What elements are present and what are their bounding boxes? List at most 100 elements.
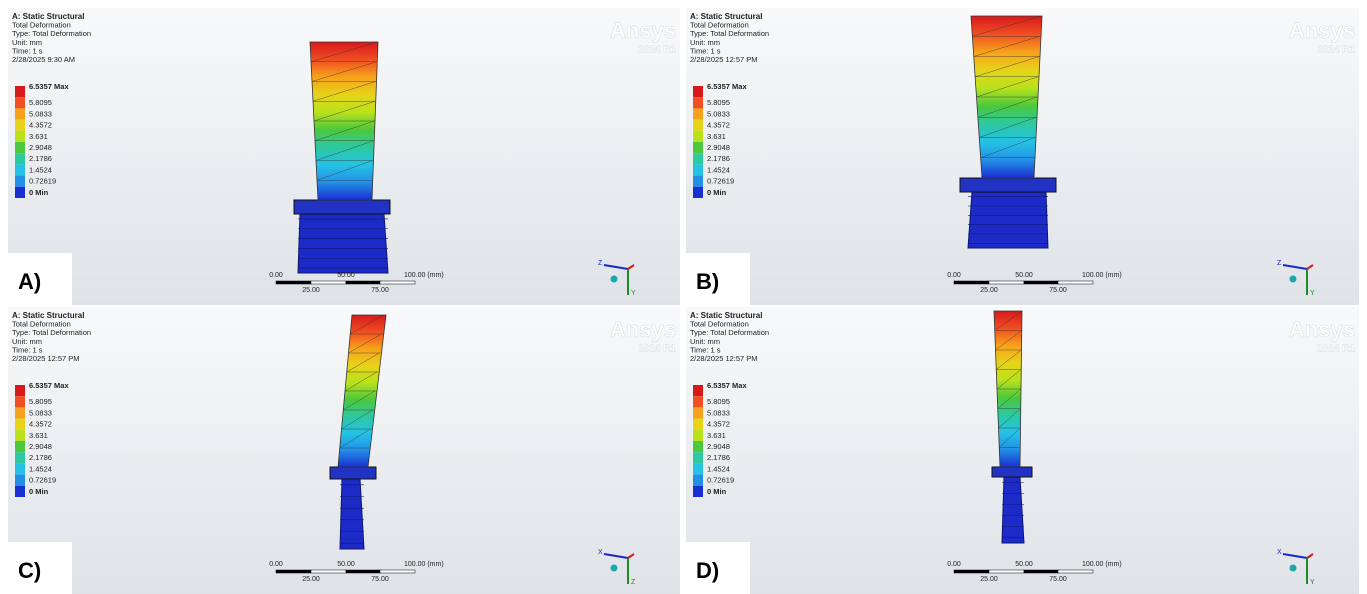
- legend-swatch: [15, 452, 25, 463]
- scale-segment: [346, 570, 381, 573]
- header-line: 2/28/2025 9:30 AM: [12, 55, 75, 64]
- header-line: 2/28/2025 12:57 PM: [12, 354, 80, 363]
- legend-label: 5.8095: [707, 397, 730, 406]
- triad-axis: [1307, 265, 1313, 269]
- scale-label: 0.00: [947, 561, 961, 568]
- legend-label: 6.5357 Max: [707, 82, 747, 91]
- triad-axis: [1307, 554, 1313, 558]
- triad-ball: [1290, 276, 1297, 283]
- legend-swatch: [15, 120, 25, 131]
- legend-label: 5.0833: [707, 408, 730, 417]
- scale-segment: [311, 570, 346, 573]
- triad-label: Z: [1277, 260, 1282, 267]
- legend-swatch: [15, 108, 25, 119]
- triad-label: Z: [631, 579, 636, 586]
- legend-label: 0.72619: [707, 476, 734, 485]
- legend-label: 0 Min: [707, 188, 727, 197]
- legend-swatch: [693, 396, 703, 407]
- logo-version: 2024 R1: [638, 344, 676, 355]
- scale-label: 75.00: [371, 287, 389, 294]
- scale-segment: [1024, 281, 1059, 284]
- triad-label: Y: [631, 290, 636, 297]
- legend-label: 6.5357 Max: [29, 82, 69, 91]
- scale-label: 100.00 (mm): [1082, 561, 1122, 568]
- legend-swatch: [693, 164, 703, 175]
- legend-label: 1.4524: [29, 165, 52, 174]
- legend-label: 2.1786: [29, 154, 52, 163]
- legend-swatch: [15, 441, 25, 452]
- panel-label: A): [18, 269, 41, 294]
- header-line: 2/28/2025 12:57 PM: [690, 55, 758, 64]
- legend-swatch: [15, 86, 25, 97]
- scale-label: 50.00: [337, 272, 355, 279]
- scale-label: 25.00: [302, 287, 320, 294]
- legend-label: 6.5357 Max: [707, 381, 747, 390]
- legend-label: 4.3572: [707, 121, 730, 130]
- legend-swatch: [15, 407, 25, 418]
- scale-label: 25.00: [980, 576, 998, 583]
- legend-swatch: [15, 153, 25, 164]
- legend-swatch: [693, 108, 703, 119]
- panel-label: C): [18, 558, 41, 583]
- legend-label: 0 Min: [707, 487, 727, 496]
- scale-segment: [1058, 281, 1093, 284]
- logo-version: 2024 R1: [1317, 344, 1355, 355]
- panel-label: D): [696, 558, 719, 583]
- scale-label: 100.00 (mm): [404, 561, 444, 568]
- triad-label: X: [598, 549, 603, 556]
- triad-label: Z: [598, 260, 603, 267]
- legend-swatch: [15, 164, 25, 175]
- scale-segment: [380, 570, 415, 573]
- legend-swatch: [693, 441, 703, 452]
- scale-segment: [311, 281, 346, 284]
- legend-label: 2.9048: [29, 442, 52, 451]
- scale-label: 50.00: [1015, 272, 1033, 279]
- triad-label: X: [1277, 549, 1282, 556]
- scale-label: 75.00: [1049, 576, 1067, 583]
- legend-label: 5.0833: [29, 408, 52, 417]
- blade-root: [340, 479, 364, 549]
- triad-axis: [628, 265, 634, 269]
- scale-segment: [1058, 570, 1093, 573]
- triad-ball: [611, 276, 618, 283]
- legend-swatch: [693, 131, 703, 142]
- legend-swatch: [693, 407, 703, 418]
- legend-swatch: [693, 475, 703, 486]
- triad-ball: [611, 565, 618, 572]
- scale-label: 50.00: [337, 561, 355, 568]
- legend-label: 5.0833: [707, 109, 730, 118]
- scale-segment: [346, 281, 381, 284]
- legend-swatch: [693, 153, 703, 164]
- legend-label: 5.0833: [29, 109, 52, 118]
- scale-segment: [276, 570, 311, 573]
- scale-label: 25.00: [302, 576, 320, 583]
- scale-segment: [989, 570, 1024, 573]
- panel-label: B): [696, 269, 719, 294]
- scale-label: 100.00 (mm): [404, 272, 444, 279]
- legend-label: 0.72619: [29, 476, 56, 485]
- legend-label: 1.4524: [707, 464, 730, 473]
- legend-label: 2.1786: [707, 154, 730, 163]
- triad-axis: [604, 265, 628, 269]
- scale-segment: [954, 281, 989, 284]
- page: A: Static StructuralTotal DeformationTyp…: [0, 0, 1367, 594]
- viewport-canvas: A: Static StructuralTotal DeformationTyp…: [8, 307, 680, 594]
- legend-label: 0.72619: [29, 177, 56, 186]
- viewport: A: Static StructuralTotal DeformationTyp…: [8, 307, 680, 594]
- blade-root: [968, 192, 1048, 248]
- legend-label: 3.631: [707, 431, 726, 440]
- blade-platform: [330, 467, 376, 479]
- scale-label: 0.00: [269, 561, 283, 568]
- triad-axis: [604, 554, 628, 558]
- legend-swatch: [693, 187, 703, 198]
- legend-label: 2.1786: [29, 453, 52, 462]
- legend-swatch: [15, 396, 25, 407]
- triad-ball: [1290, 565, 1297, 572]
- scale-segment: [276, 281, 311, 284]
- triad-label: Y: [1310, 579, 1315, 586]
- legend-swatch: [693, 176, 703, 187]
- legend-label: 2.1786: [707, 453, 730, 462]
- legend-swatch: [693, 486, 703, 497]
- legend-swatch: [15, 187, 25, 198]
